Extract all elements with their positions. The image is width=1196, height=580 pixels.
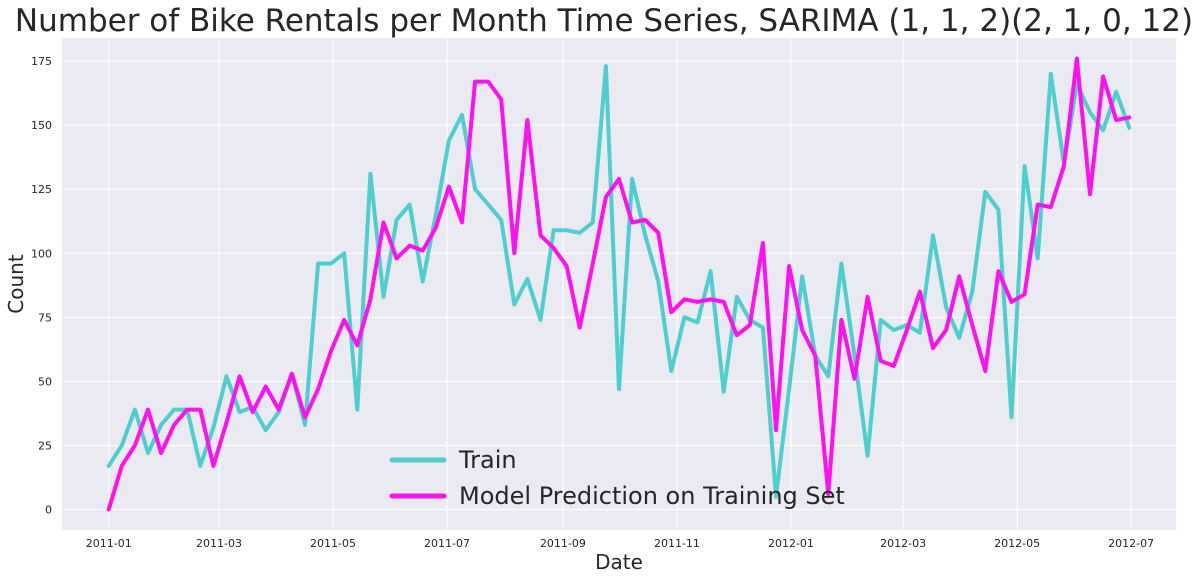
y-tick-label: 175 bbox=[31, 55, 52, 68]
train-line bbox=[106, 64, 1132, 499]
y-tick-label: 75 bbox=[38, 311, 52, 324]
legend-item-train: Train bbox=[389, 446, 517, 474]
prediction-line bbox=[106, 56, 1132, 512]
x-tick-label: 2012-05 bbox=[994, 537, 1040, 550]
y-tick-label: 0 bbox=[45, 504, 52, 517]
x-tick-label: 2011-09 bbox=[540, 537, 586, 550]
x-tick-label: 2011-07 bbox=[424, 537, 470, 550]
y-tick-label: 100 bbox=[31, 247, 52, 260]
gridlines bbox=[62, 38, 1176, 530]
y-tick-label: 150 bbox=[31, 119, 52, 132]
x-tick-label: 2011-05 bbox=[310, 537, 356, 550]
legend-label: Train bbox=[458, 446, 517, 474]
y-tick-label: 25 bbox=[38, 439, 52, 452]
plot-area bbox=[62, 38, 1176, 530]
x-tick-label: 2011-01 bbox=[86, 537, 132, 550]
x-tick-label: 2012-01 bbox=[768, 537, 814, 550]
x-tick-label: 2011-11 bbox=[654, 537, 700, 550]
legend-item-prediction: Model Prediction on Training Set bbox=[389, 482, 845, 510]
chart-title: Number of Bike Rentals per Month Time Se… bbox=[15, 3, 1193, 39]
legend-label: Model Prediction on Training Set bbox=[459, 482, 845, 510]
y-axis-label: Count bbox=[4, 254, 28, 314]
y-tick-label: 125 bbox=[31, 183, 52, 196]
series-lines bbox=[106, 56, 1132, 512]
x-tick-label: 2012-03 bbox=[880, 537, 926, 550]
x-tick-label: 2012-07 bbox=[1108, 537, 1154, 550]
y-tick-label: 50 bbox=[38, 375, 52, 388]
legend: Train Model Prediction on Training Set bbox=[389, 446, 845, 510]
x-tick-label: 2011-03 bbox=[196, 537, 242, 550]
y-tick-labels: 0 25 50 75 100 125 150 175 bbox=[31, 55, 52, 516]
x-axis-label: Date bbox=[595, 550, 643, 574]
x-tick-labels: 2011-01 2011-03 2011-05 2011-07 2011-09 2011-… bbox=[86, 537, 1154, 550]
